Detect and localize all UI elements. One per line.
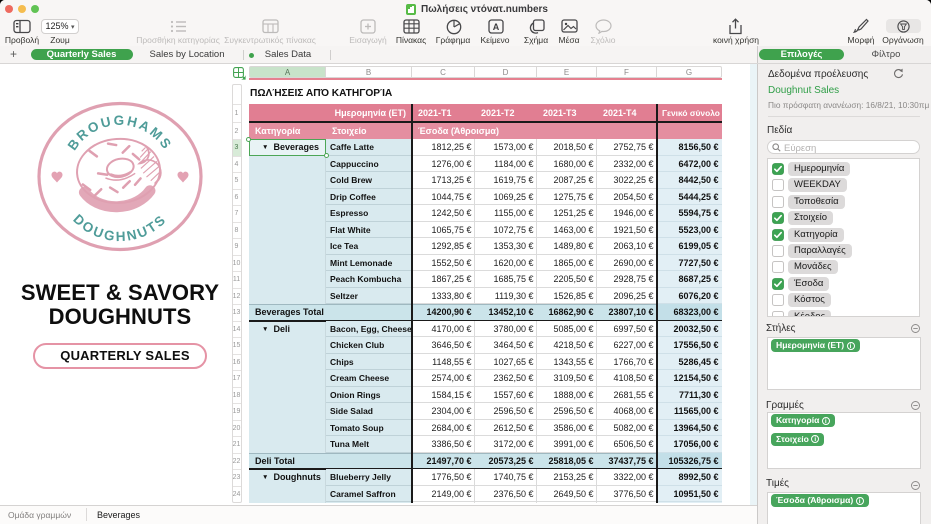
svg-text:A: A: [493, 22, 500, 32]
